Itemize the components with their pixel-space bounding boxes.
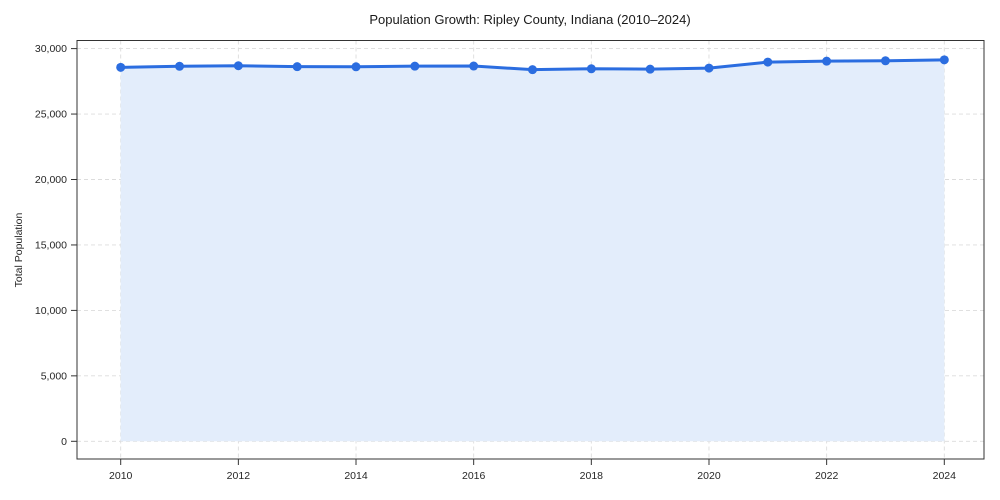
y-tick-label: 30,000 xyxy=(35,43,67,55)
data-point xyxy=(292,62,302,72)
data-point xyxy=(116,62,126,72)
data-point xyxy=(939,55,949,65)
data-point xyxy=(528,65,537,75)
data-point xyxy=(704,63,714,73)
x-tick-label: 2018 xyxy=(580,470,604,482)
x-tick-label: 2022 xyxy=(815,470,839,482)
data-point xyxy=(351,62,361,72)
data-point xyxy=(880,56,890,66)
y-tick-label: 15,000 xyxy=(35,239,67,251)
y-tick-label: 20,000 xyxy=(35,174,67,186)
x-tick-label: 2010 xyxy=(109,470,133,482)
data-point xyxy=(469,61,479,71)
data-point xyxy=(763,57,773,67)
y-tick-label: 25,000 xyxy=(35,109,67,121)
plot-border xyxy=(76,40,985,460)
data-point xyxy=(645,64,655,74)
data-point xyxy=(175,61,185,71)
data-point xyxy=(410,61,420,71)
chart-title: Population Growth: Ripley County, Indian… xyxy=(369,12,691,27)
data-point xyxy=(822,56,832,66)
area-fill xyxy=(120,59,945,442)
x-tick-label: 2024 xyxy=(933,470,957,482)
data-point xyxy=(586,64,596,74)
y-tick-label: 10,000 xyxy=(35,305,67,317)
x-tick-label: 2014 xyxy=(344,470,368,482)
y-tick-label: 0 xyxy=(61,436,67,448)
data-point xyxy=(233,61,243,71)
y-tick-label: 5,000 xyxy=(41,370,67,382)
x-tick-label: 2012 xyxy=(227,470,251,482)
x-tick-label: 2016 xyxy=(462,470,486,482)
x-tick-label: 2020 xyxy=(697,470,721,482)
